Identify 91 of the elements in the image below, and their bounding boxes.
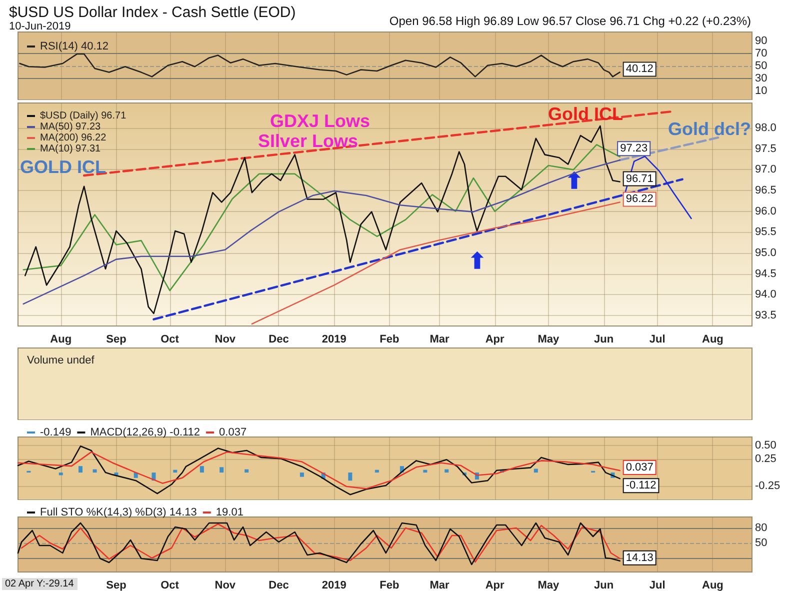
bar xyxy=(374,470,379,473)
legend-label: RSI(14) 40.12 xyxy=(40,40,108,52)
bar xyxy=(348,472,352,481)
y-tick-label: 90 xyxy=(755,34,768,47)
data-label: 96.71 xyxy=(626,172,654,185)
x-tick-label: Aug xyxy=(702,334,724,346)
x-tick-label: Feb xyxy=(380,334,400,346)
annotation: GDXJ Lows xyxy=(270,111,370,131)
bar xyxy=(173,470,178,473)
legend-label: $USD (Daily) 96.71 xyxy=(40,110,127,122)
y-tick-label: 94.0 xyxy=(755,288,776,301)
y-tick-label: 30 xyxy=(755,72,768,85)
x-tick-label: Mar xyxy=(430,580,450,591)
bar xyxy=(220,467,224,473)
y-tick-label: 95.0 xyxy=(755,247,776,260)
line-series xyxy=(17,446,620,496)
data-label: 97.23 xyxy=(620,142,648,155)
x-tick-label: Mar xyxy=(430,334,450,346)
x-tick-label: Feb xyxy=(380,580,400,591)
annotation: ⬆ xyxy=(468,248,486,274)
x-tick-label: Dec xyxy=(268,334,289,346)
x-tick-label: May xyxy=(538,580,560,591)
annotation: ⬆ xyxy=(565,168,583,194)
y-tick-label: 94.5 xyxy=(755,268,776,280)
chart-title: $USD US Dollar Index - Cash Settle (EOD) xyxy=(9,4,296,21)
x-tick-label: Aug xyxy=(50,334,72,346)
data-label: 0.037 xyxy=(626,462,654,474)
x-tick-label: Oct xyxy=(160,334,180,346)
x-tick-label: Nov xyxy=(214,334,236,346)
y-tick-label: 0.25 xyxy=(755,453,776,466)
y-tick-label: 70 xyxy=(755,47,768,60)
legend-label: MACD(12,26,9) -0.112 xyxy=(90,426,200,438)
bar xyxy=(78,466,83,473)
x-tick-label: Jul xyxy=(649,334,666,346)
line-series xyxy=(17,451,620,490)
y-tick-label: -0.25 xyxy=(755,480,780,492)
legend-label: MA(50) 97.23 xyxy=(40,122,102,132)
text: 02 Apr Y:-29.14 xyxy=(5,578,74,590)
bar xyxy=(300,472,304,477)
bar xyxy=(423,470,428,473)
legend-label: -0.149 xyxy=(40,426,72,438)
text: Open 96.58 High 96.89 Low 96.57 Close 96.71 Chg +0.22 (+0.23%) xyxy=(389,14,752,28)
bar xyxy=(244,469,249,473)
x-tick-label: Jun xyxy=(594,580,614,591)
chart-subtitle: 10-Jun-2019 xyxy=(9,20,71,32)
legend-label: 0.037 xyxy=(219,426,247,438)
legend-label: Full STO %K(14,3) %D(3) 14.13 xyxy=(40,506,197,518)
legend-label: MA(10) 97.31 xyxy=(40,144,102,154)
x-tick-label: Apr xyxy=(485,334,506,346)
y-tick-label: 0.50 xyxy=(755,440,776,452)
x-tick-label: 2019 xyxy=(322,580,346,591)
annotation: Gold dcl? xyxy=(668,119,751,139)
y-tick-label: 10 xyxy=(755,85,768,98)
annotation: GOLD ICL xyxy=(20,157,106,177)
y-tick-label: 98.0 xyxy=(755,122,776,134)
x-tick-label: Aug xyxy=(702,580,724,591)
line-series xyxy=(19,53,620,78)
legend-label: 19.01 xyxy=(216,506,244,518)
data-label: 14.13 xyxy=(626,552,654,564)
legend-label: MA(200) 96.22 xyxy=(40,132,107,144)
x-tick-label: May xyxy=(538,334,560,346)
x-tick-label: Dec xyxy=(268,580,289,591)
bar xyxy=(534,468,538,473)
bar xyxy=(200,466,204,473)
x-tick-label: Sep xyxy=(106,580,127,591)
y-tick-label: 80 xyxy=(755,522,768,534)
y-tick-label: 50 xyxy=(755,60,768,72)
y-tick-label: 93.5 xyxy=(755,310,776,322)
line-series xyxy=(251,202,620,325)
bar xyxy=(444,469,449,473)
x-tick-label: Nov xyxy=(214,580,236,591)
y-tick-label: 50 xyxy=(755,537,768,549)
data-label: 40.12 xyxy=(626,63,654,76)
y-tick-label: 97.0 xyxy=(755,164,776,176)
y-tick-label: 95.5 xyxy=(755,226,776,238)
bar xyxy=(92,469,97,473)
y-tick-label: 96.0 xyxy=(755,205,776,218)
data-label: 96.22 xyxy=(626,193,654,206)
text: Volume undef xyxy=(27,354,96,366)
annotation: SIlver Lows xyxy=(258,131,358,151)
y-tick-label: 97.5 xyxy=(755,142,776,155)
x-tick-label: Sep xyxy=(106,334,127,346)
x-tick-label: Jul xyxy=(649,580,666,591)
line-series xyxy=(22,159,620,305)
x-tick-label: Jun xyxy=(594,334,614,346)
y-tick-label: 96.5 xyxy=(755,184,776,197)
bar xyxy=(58,472,63,476)
x-tick-label: 2019 xyxy=(322,334,346,346)
x-tick-label: Oct xyxy=(160,580,180,591)
x-tick-label: Apr xyxy=(485,580,506,591)
data-label: -0.112 xyxy=(626,480,656,492)
